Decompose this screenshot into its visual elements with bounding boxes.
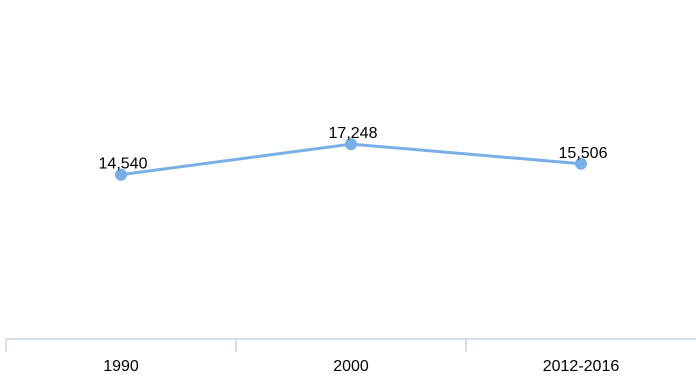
x-tick-label: 1990: [103, 358, 139, 375]
x-tick-label: 2012-2016: [543, 358, 620, 375]
data-point[interactable]: [115, 168, 127, 181]
data-point[interactable]: [345, 138, 357, 151]
data-label: 17,248: [329, 125, 378, 142]
data-point[interactable]: [575, 157, 587, 170]
data-label: 15,506: [559, 145, 608, 162]
data-label: 14,540: [99, 156, 148, 173]
x-tick-label: 2000: [333, 358, 369, 375]
